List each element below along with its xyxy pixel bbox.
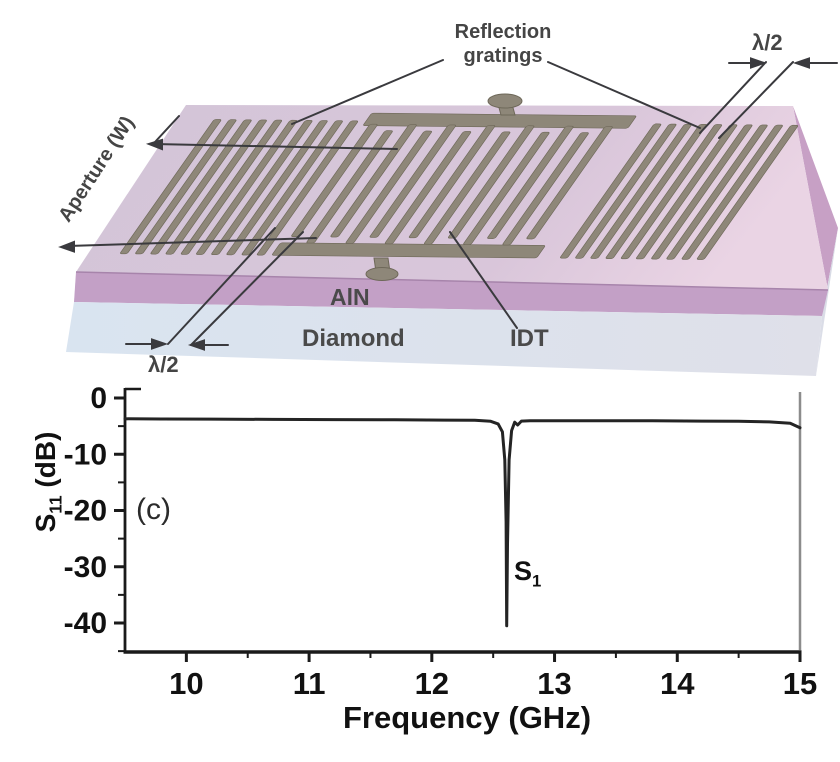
aperture-bottom-line <box>67 237 317 247</box>
lambda-top-pointer-2 <box>718 61 794 139</box>
reflection-leader-right <box>547 61 701 129</box>
diamond-layer-label: Diamond <box>302 325 405 352</box>
idt-finger-top <box>369 124 456 238</box>
device-schematic <box>66 93 838 376</box>
x-tick-label: 13 <box>537 666 571 701</box>
left-grating-bar <box>256 120 359 256</box>
x-tick-label: 15 <box>783 666 817 701</box>
device-aln-front-face <box>74 272 828 316</box>
aperture-top-arrow-head <box>145 138 163 151</box>
s11-curve <box>123 417 802 628</box>
aperture-leader <box>154 115 180 143</box>
resonance-peak-label: S1 <box>514 556 542 591</box>
lambda-top-arrow-right-head <box>792 57 810 69</box>
left-grating-bar <box>226 120 328 256</box>
lambda-half-bottom-label: λ/2 <box>148 352 179 377</box>
idt-finger-top <box>448 125 535 239</box>
lambda-bottom-arrow-right-head <box>187 339 205 351</box>
device-diamond-front-face <box>66 302 822 376</box>
device-side-face-diamond <box>816 228 838 376</box>
left-grating-bar <box>120 119 222 255</box>
aln-top-edge <box>75 271 829 291</box>
right-grating-bar <box>620 124 723 260</box>
annotation-lines <box>58 57 838 351</box>
bottom-contact-pad <box>365 267 399 281</box>
left-grating-bar <box>196 119 298 255</box>
aln-layer-label: AlN <box>330 284 370 310</box>
x-tick-label: 10 <box>169 666 203 701</box>
idt-finger-bottom <box>424 131 511 245</box>
right-grating-bar <box>575 123 677 259</box>
left-grating-bar <box>241 120 343 256</box>
lambda-bottom-pointer-1 <box>167 227 276 345</box>
y-tick-label: 0 <box>90 382 107 415</box>
idt-finger-bottom <box>384 131 472 245</box>
idt-finger-top <box>408 125 496 239</box>
reflection-leader-left <box>291 59 444 125</box>
aperture-bottom-arrow-head <box>58 240 75 253</box>
electrode-layer <box>120 112 799 260</box>
idt-finger-bottom <box>345 130 432 244</box>
left-grating-bar <box>180 119 283 255</box>
chart-axes <box>123 387 802 654</box>
right-grating-bar <box>636 124 738 260</box>
right-grating-bar <box>605 124 707 259</box>
y-tick-label: -30 <box>64 551 107 584</box>
right-grating-bar <box>666 124 768 260</box>
lambda-bottom-arrow-left-head <box>151 338 169 350</box>
y-tick-label: -20 <box>64 495 107 528</box>
idt-label: IDT <box>510 325 549 352</box>
y-axis-title: S11 (dB) <box>30 431 66 533</box>
left-grating-bar <box>211 120 313 256</box>
idt-finger-top <box>330 124 417 238</box>
panel-label: (c) <box>136 493 171 526</box>
lambda-top-arrow-left-head <box>750 57 768 69</box>
x-tick-label: 12 <box>415 666 449 701</box>
lambda-half-top-label: λ/2 <box>752 30 783 55</box>
left-grating-bar <box>150 119 252 255</box>
idt-finger-top <box>526 126 613 240</box>
left-grating-bar <box>135 119 237 255</box>
aperture-top-line <box>153 143 398 150</box>
top-contact-pad <box>487 93 523 109</box>
idt-finger-top <box>487 125 574 239</box>
right-grating-bar <box>681 124 783 260</box>
left-grating-bar <box>165 119 267 255</box>
lambda-top-pointer-1 <box>699 61 767 134</box>
y-tick-label: -40 <box>64 607 107 640</box>
right-grating-bar <box>590 123 692 259</box>
device-side-face-aln <box>793 106 838 316</box>
idt-bottom-busbar <box>272 242 546 259</box>
idt-top-busbar <box>363 112 637 129</box>
x-axis-title: Frequency (GHz) <box>342 700 592 735</box>
x-tick-label: 14 <box>660 666 695 701</box>
idt-finger-bottom <box>463 131 550 245</box>
lambda-bottom-pointer-2 <box>190 231 304 346</box>
right-grating-bar <box>560 123 662 259</box>
right-grating-bar <box>651 124 753 260</box>
right-grating-bar <box>696 124 799 260</box>
chart-plot-layer: 10 11 12 13 14 15 0 -10 -20 -30 -40 <box>64 382 818 701</box>
reflection-gratings-label: Reflection gratings <box>454 21 552 67</box>
idt-leader <box>449 231 518 329</box>
idt-finger-bottom <box>502 132 589 246</box>
x-tick-label: 11 <box>293 666 326 701</box>
idt-finger-top <box>291 123 378 237</box>
idt-finger-bottom <box>306 130 393 244</box>
y-tick-label: -10 <box>64 438 107 471</box>
